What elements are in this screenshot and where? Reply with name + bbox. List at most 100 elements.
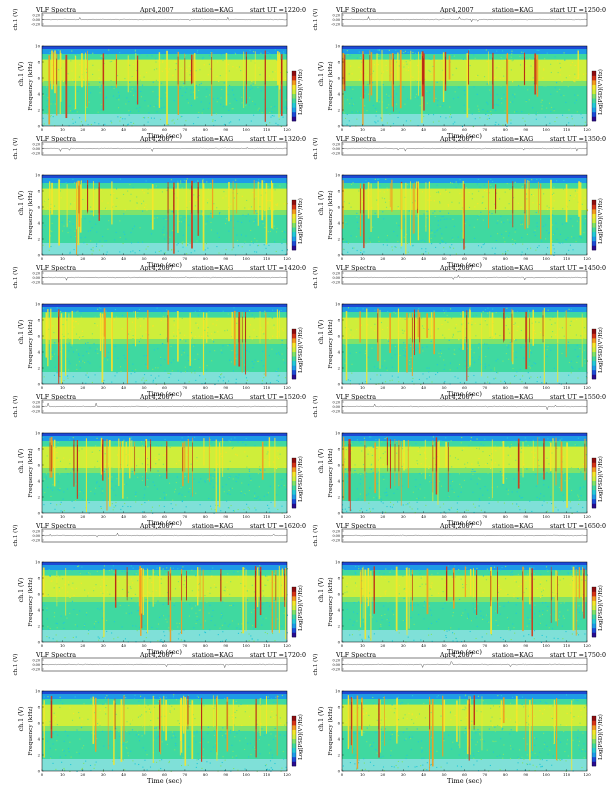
spectrogram-speckle [125,103,127,105]
spectrogram-speckle [100,104,102,106]
spectrogram-speckle [278,374,280,376]
spectrogram-speckle [54,205,56,207]
spectrogram-speckle [226,581,228,583]
spectrogram-speckle [486,101,488,103]
spectrogram-speckle [556,82,558,84]
spectrogram-speckle [343,461,345,463]
y-tick-label: 6 [338,204,341,209]
spectrogram-speckle [149,577,151,579]
spectrogram-speckle [99,314,101,316]
spectrogram-speckle [440,116,442,118]
spectrogram-speckle [201,383,203,385]
spectrogram-speckle [81,489,83,491]
spectrogram-speckle [357,472,359,475]
spectrogram-speckle [408,339,410,341]
x-axis-label: Time (sec) [447,519,482,527]
spectrogram-speckle [59,363,61,366]
spectrogram-speckle [217,634,219,636]
x-tick-label: 110 [563,127,571,132]
spectrogram-speckle [177,370,179,372]
spectrogram-speckle [521,186,523,188]
spectrogram-speckle [168,630,170,632]
spectrogram-speckle [99,366,101,368]
spectrogram-speckle [510,56,512,58]
spectrogram-speckle [98,639,100,641]
spectrogram-speckle [168,615,170,617]
panel-title: VLF Spectra [335,265,376,272]
spectrogram-speckle [277,368,279,370]
spectrogram-speckle [84,362,86,364]
spectrogram-speckle [48,469,50,471]
spectrogram-speckle [559,477,561,479]
spectrogram-speckle [133,311,135,313]
spectrogram-speckle [145,599,147,601]
spectrogram-speckle [69,363,71,365]
spectrogram-speckle [261,580,263,582]
spectrogram-speckle [141,445,143,447]
spectrogram-speckle [402,349,404,352]
spectrogram-speckle [556,91,558,93]
spectrogram-speckle [216,232,218,234]
spectrogram-speckle [384,360,386,362]
spectrogram-speckle [541,504,543,506]
spectrogram-speckle [223,444,225,446]
spectrogram-burst [410,181,411,246]
spectrogram-speckle [269,230,272,232]
spectrogram-speckle [232,510,235,512]
spectrogram-burst [268,437,271,467]
spectrogram-speckle [215,586,217,588]
spectrogram-speckle [478,448,480,450]
spectrogram-speckle [425,465,427,467]
spectrogram-speckle [104,453,106,455]
spectrogram-speckle [366,74,369,76]
spectrogram-speckle [61,230,64,232]
spectrogram-speckle [451,182,453,184]
spectrogram-speckle [529,58,531,60]
spectrogram-speckle [494,203,496,205]
spectrogram-speckle [219,75,221,77]
spectrogram-speckle [211,441,213,443]
spectrogram-speckle [130,506,132,508]
spectrogram-speckle [223,589,225,592]
spectrogram-speckle [378,99,380,101]
spectrogram-speckle [570,64,572,66]
spectrogram-speckle [427,328,430,330]
panel-station: station=KAG [192,136,233,143]
spectrogram-speckle [269,56,271,58]
spectrogram-band [342,339,587,344]
spectrogram-speckle [356,111,358,113]
colorbar-segment [292,356,296,362]
spectrogram-speckle [584,362,586,364]
spectrogram-speckle [42,354,44,356]
spectrogram-speckle [263,98,265,100]
spectrogram-speckle [236,627,238,629]
spectrogram-speckle [474,57,476,59]
spectrogram-speckle [415,93,417,95]
spectrogram-burst-core [377,313,378,343]
trace-tick-label: 0.20 [332,13,340,17]
spectrogram-speckle [234,82,237,84]
spectrogram-speckle [359,483,361,485]
y-tick-label: 10 [335,430,340,435]
spectrogram-speckle [488,497,490,499]
spectrogram-speckle [92,206,94,208]
y-tick-label: 4 [38,349,41,354]
x-tick-label: 0 [41,127,44,132]
spectrogram-speckle [490,184,492,186]
spectrogram-speckle [252,366,254,369]
spectrogram-speckle [136,610,139,612]
spectrogram-speckle [80,582,82,584]
spectrogram-speckle [421,325,424,327]
colorbar-segment [292,503,296,509]
spectrogram-speckle [559,233,561,235]
spectrogram-speckle [59,344,61,346]
spectrogram-speckle [221,373,223,375]
spectrogram-speckle [263,333,265,335]
spectrogram-speckle [51,580,53,582]
spectrogram-band [342,54,587,60]
spectrogram-speckle [527,89,529,91]
spectrogram-speckle [275,315,277,317]
spectrogram-burst-core [116,58,117,85]
spectrogram-burst-core [344,59,345,85]
spectrogram-speckle [267,492,269,494]
